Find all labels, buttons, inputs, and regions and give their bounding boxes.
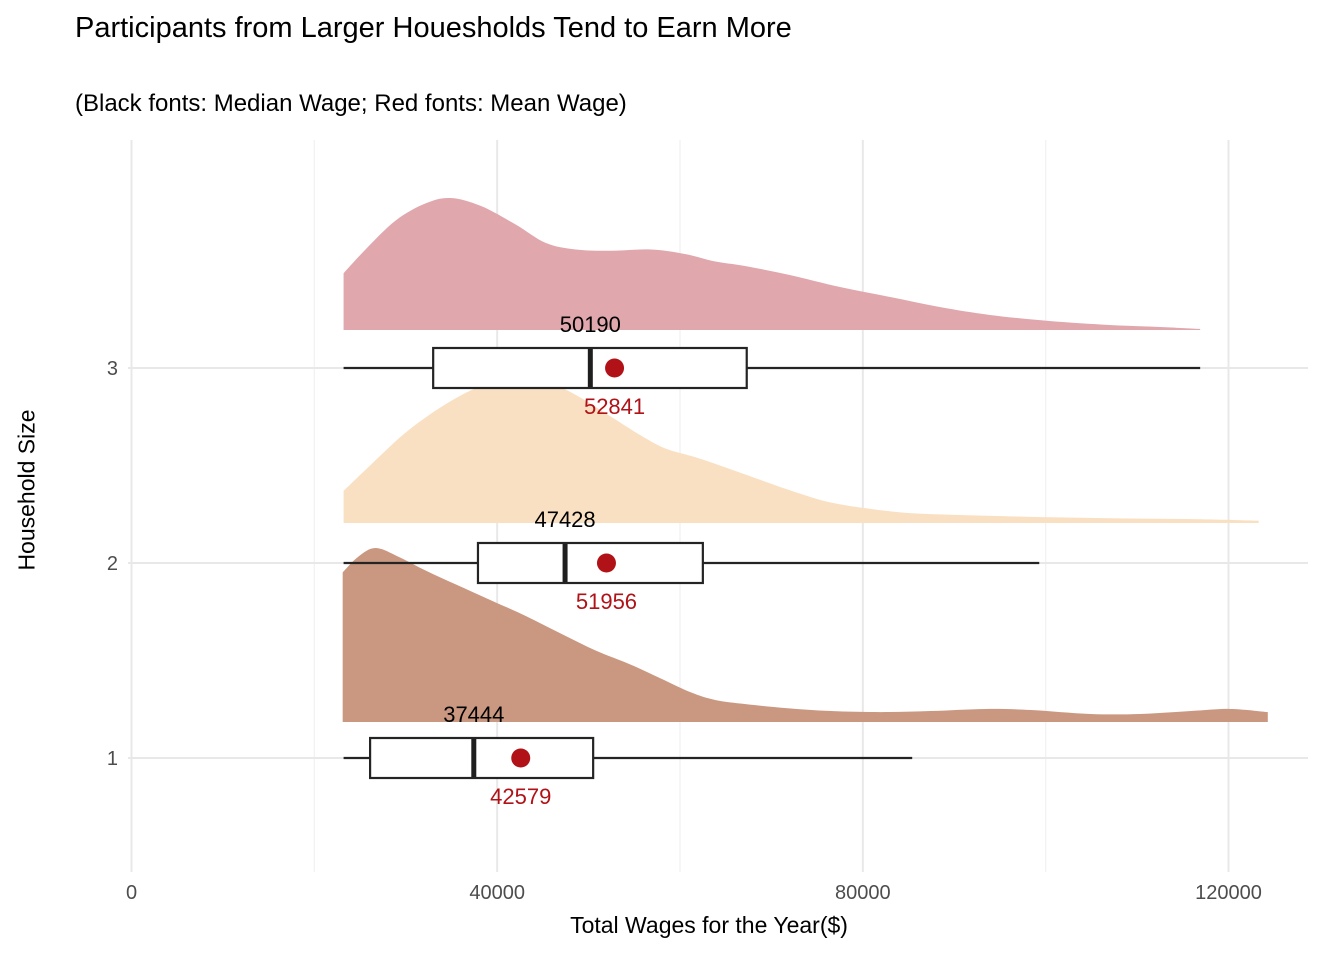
x-axis-title: Total Wages for the Year($) bbox=[570, 912, 848, 938]
box-size-1 bbox=[368, 736, 595, 780]
x-tick-label: 120000 bbox=[1195, 882, 1262, 904]
density-area-size-3 bbox=[343, 197, 1201, 330]
density-area-size-2 bbox=[343, 376, 1259, 523]
density-area-size-1 bbox=[342, 548, 1268, 722]
mean-dot-size-2 bbox=[596, 553, 616, 573]
mean-dot-size-3 bbox=[605, 358, 625, 378]
median-label-size-2: 47428 bbox=[534, 507, 595, 532]
x-tick-label: 40000 bbox=[469, 882, 525, 904]
chart-title: Participants from Larger Houesholds Tend… bbox=[75, 12, 792, 44]
mean-label-size-2: 51956 bbox=[576, 589, 637, 614]
chart-subtitle: (Black fonts: Median Wage; Red fonts: Me… bbox=[75, 90, 627, 117]
mean-dot-size-1 bbox=[511, 748, 531, 768]
x-tick-label: 80000 bbox=[835, 882, 891, 904]
y-tick-label: 1 bbox=[107, 748, 118, 770]
y-tick-label: 2 bbox=[107, 553, 118, 575]
box-size-2 bbox=[476, 541, 704, 585]
median-label-size-3: 50190 bbox=[560, 312, 621, 337]
mean-label-size-1: 42579 bbox=[490, 784, 551, 809]
x-tick-label: 0 bbox=[126, 882, 137, 904]
median-label-size-1: 37444 bbox=[443, 702, 504, 727]
y-tick-label: 3 bbox=[107, 358, 118, 380]
mean-label-size-3: 52841 bbox=[584, 394, 645, 419]
y-axis-title: Household Size bbox=[13, 409, 40, 571]
